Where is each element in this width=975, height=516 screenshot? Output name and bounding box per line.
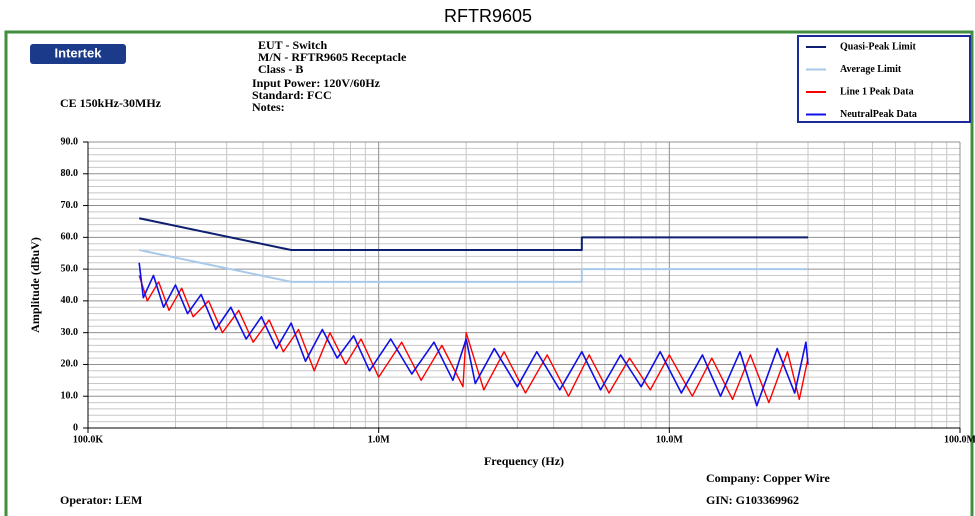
logo-box [30, 44, 126, 64]
y-tick-label: 20.0 [61, 359, 79, 370]
x-tick-label: 100.0K [73, 434, 104, 445]
legend-label: NeutralPeak Data [840, 109, 917, 120]
y-tick-label: 80.0 [61, 168, 79, 179]
y-tick-label: 40.0 [61, 295, 79, 306]
series-line [138, 249, 809, 283]
series-line [138, 217, 809, 252]
header-line: Notes: [252, 100, 285, 114]
x-tick-label: 10.0M [656, 434, 684, 445]
x-axis-label: Frequency (Hz) [484, 454, 564, 468]
legend-label: Quasi-Peak Limit [840, 41, 917, 52]
series-line [138, 262, 809, 407]
chart-title: RFTR9605 [444, 6, 532, 26]
footer-operator: Operator: LEM [60, 493, 142, 507]
subtitle: CE 150kHz-30MHz [60, 96, 162, 110]
legend-box [797, 35, 971, 123]
y-tick-label: 10.0 [61, 391, 79, 402]
x-tick-label: 1.0M [368, 434, 391, 445]
legend-label: Average Limit [840, 64, 902, 75]
footer-company: Company: Copper Wire [706, 471, 830, 485]
y-tick-label: 70.0 [61, 200, 79, 211]
header-line: Class - B [258, 62, 303, 76]
legend-label: Line 1 Peak Data [840, 86, 914, 97]
y-tick-label: 0 [73, 422, 78, 433]
footer-gin: GIN: G103369962 [706, 493, 799, 507]
header-line: Standard: FCC [252, 88, 332, 102]
y-tick-label: 50.0 [61, 263, 79, 274]
header-line: Input Power: 120V/60Hz [252, 76, 381, 90]
grid [87, 141, 961, 429]
x-tick-label: 100.0M [944, 434, 975, 445]
header-line: EUT - Switch [258, 38, 327, 52]
y-tick-label: 30.0 [61, 327, 79, 338]
header-line: M/N - RFTR9605 Receptacle [258, 50, 407, 64]
series-line [138, 275, 809, 404]
y-tick-label: 60.0 [61, 232, 79, 243]
logo: Intertek [55, 45, 103, 60]
y-tick-label: 90.0 [61, 136, 79, 147]
y-axis-label: Amplitude (dBuV) [28, 237, 42, 333]
